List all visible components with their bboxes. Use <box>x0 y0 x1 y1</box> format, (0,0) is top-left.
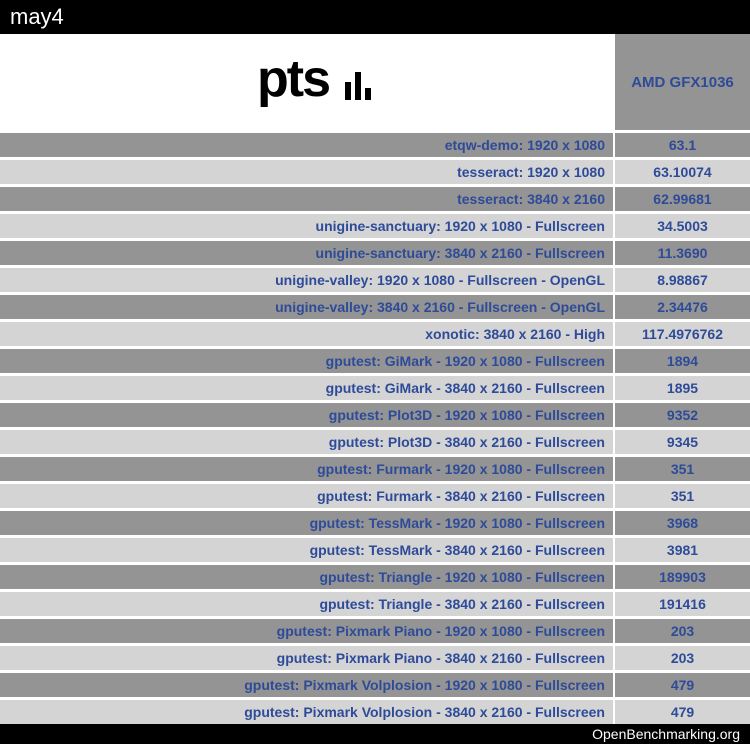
benchmark-value: 203 <box>614 619 750 643</box>
benchmark-value: 3968 <box>614 511 750 535</box>
table-row: gputest: Triangle - 3840 x 2160 - Fullsc… <box>0 592 750 616</box>
benchmark-label[interactable]: tesseract: 3840 x 2160 <box>0 187 614 211</box>
benchmark-label[interactable]: tesseract: 1920 x 1080 <box>0 160 614 184</box>
table-row: gputest: Plot3D - 1920 x 1080 - Fullscre… <box>0 403 750 427</box>
benchmark-value: 351 <box>614 457 750 481</box>
table-row: gputest: TessMark - 3840 x 2160 - Fullsc… <box>0 538 750 562</box>
benchmark-value: 9352 <box>614 403 750 427</box>
benchmark-value: 203 <box>614 646 750 670</box>
table-row: tesseract: 1920 x 108063.10074 <box>0 160 750 184</box>
benchmark-label[interactable]: gputest: Furmark - 3840 x 2160 - Fullscr… <box>0 484 614 508</box>
benchmark-label[interactable]: gputest: Pixmark Volplosion - 1920 x 108… <box>0 673 614 697</box>
benchmark-value: 3981 <box>614 538 750 562</box>
benchmark-value: 11.3690 <box>614 241 750 265</box>
table-row: unigine-valley: 1920 x 1080 - Fullscreen… <box>0 268 750 292</box>
table-row: gputest: Pixmark Volplosion - 1920 x 108… <box>0 673 750 697</box>
footer-text[interactable]: OpenBenchmarking.org <box>592 726 740 742</box>
benchmark-value: 351 <box>614 484 750 508</box>
benchmark-value: 63.1 <box>614 133 750 157</box>
benchmark-label[interactable]: gputest: Pixmark Piano - 1920 x 1080 - F… <box>0 619 614 643</box>
benchmark-value: 62.99681 <box>614 187 750 211</box>
benchmark-value: 1895 <box>614 376 750 400</box>
benchmark-label[interactable]: gputest: Pixmark Piano - 3840 x 2160 - F… <box>0 646 614 670</box>
benchmark-label[interactable]: etqw-demo: 1920 x 1080 <box>0 133 614 157</box>
benchmark-label[interactable]: xonotic: 3840 x 2160 - High <box>0 322 614 346</box>
pts-logo-icon: pts <box>197 48 417 112</box>
table-row: gputest: Plot3D - 3840 x 2160 - Fullscre… <box>0 430 750 454</box>
benchmark-label[interactable]: gputest: TessMark - 1920 x 1080 - Fullsc… <box>0 511 614 535</box>
table-row: gputest: Pixmark Volplosion - 3840 x 216… <box>0 700 750 724</box>
benchmark-value: 479 <box>614 673 750 697</box>
table-row: gputest: Triangle - 1920 x 1080 - Fullsc… <box>0 565 750 589</box>
benchmark-value: 8.98867 <box>614 268 750 292</box>
table-row: gputest: Pixmark Piano - 1920 x 1080 - F… <box>0 619 750 643</box>
benchmark-table: pts AMD GFX1036 etqw-demo: 1920 x 108063… <box>0 34 750 724</box>
benchmark-label[interactable]: gputest: Plot3D - 3840 x 2160 - Fullscre… <box>0 430 614 454</box>
gpu-column-header[interactable]: AMD GFX1036 <box>614 34 750 130</box>
benchmark-value: 479 <box>614 700 750 724</box>
benchmark-label[interactable]: unigine-valley: 1920 x 1080 - Fullscreen… <box>0 268 614 292</box>
benchmark-label[interactable]: gputest: Furmark - 1920 x 1080 - Fullscr… <box>0 457 614 481</box>
benchmark-value: 117.4976762 <box>614 322 750 346</box>
benchmark-table-wrap: pts AMD GFX1036 etqw-demo: 1920 x 108063… <box>0 34 750 724</box>
benchmark-value: 9345 <box>614 430 750 454</box>
benchmark-label[interactable]: gputest: Triangle - 1920 x 1080 - Fullsc… <box>0 565 614 589</box>
benchmark-label[interactable]: gputest: Pixmark Volplosion - 3840 x 216… <box>0 700 614 724</box>
title-bar: may4 <box>0 0 750 34</box>
benchmark-value: 191416 <box>614 592 750 616</box>
gpu-label: AMD GFX1036 <box>631 74 734 91</box>
table-row: gputest: GiMark - 3840 x 2160 - Fullscre… <box>0 376 750 400</box>
table-row: unigine-sanctuary: 1920 x 1080 - Fullscr… <box>0 214 750 238</box>
table-row: gputest: Furmark - 3840 x 2160 - Fullscr… <box>0 484 750 508</box>
benchmark-value: 34.5003 <box>614 214 750 238</box>
benchmark-value: 2.34476 <box>614 295 750 319</box>
benchmark-value: 63.10074 <box>614 160 750 184</box>
svg-text:pts: pts <box>257 50 329 108</box>
table-head-row: pts AMD GFX1036 <box>0 34 750 130</box>
page-title: may4 <box>10 4 64 29</box>
benchmark-label[interactable]: gputest: GiMark - 1920 x 1080 - Fullscre… <box>0 349 614 373</box>
benchmark-label[interactable]: unigine-sanctuary: 1920 x 1080 - Fullscr… <box>0 214 614 238</box>
table-row: gputest: GiMark - 1920 x 1080 - Fullscre… <box>0 349 750 373</box>
benchmark-label[interactable]: unigine-sanctuary: 3840 x 2160 - Fullscr… <box>0 241 614 265</box>
table-row: unigine-sanctuary: 3840 x 2160 - Fullscr… <box>0 241 750 265</box>
benchmark-label[interactable]: gputest: TessMark - 3840 x 2160 - Fullsc… <box>0 538 614 562</box>
benchmark-label[interactable]: gputest: GiMark - 3840 x 2160 - Fullscre… <box>0 376 614 400</box>
table-row: tesseract: 3840 x 216062.99681 <box>0 187 750 211</box>
benchmark-value: 189903 <box>614 565 750 589</box>
table-row: gputest: Pixmark Piano - 3840 x 2160 - F… <box>0 646 750 670</box>
benchmark-label[interactable]: gputest: Triangle - 3840 x 2160 - Fullsc… <box>0 592 614 616</box>
table-row: gputest: Furmark - 1920 x 1080 - Fullscr… <box>0 457 750 481</box>
benchmark-label[interactable]: unigine-valley: 3840 x 2160 - Fullscreen… <box>0 295 614 319</box>
logo-cell: pts <box>0 34 614 130</box>
footer-bar: OpenBenchmarking.org <box>0 724 750 744</box>
benchmark-value: 1894 <box>614 349 750 373</box>
table-row: etqw-demo: 1920 x 108063.1 <box>0 133 750 157</box>
benchmark-label[interactable]: gputest: Plot3D - 1920 x 1080 - Fullscre… <box>0 403 614 427</box>
table-row: gputest: TessMark - 1920 x 1080 - Fullsc… <box>0 511 750 535</box>
table-row: unigine-valley: 3840 x 2160 - Fullscreen… <box>0 295 750 319</box>
table-row: xonotic: 3840 x 2160 - High117.4976762 <box>0 322 750 346</box>
